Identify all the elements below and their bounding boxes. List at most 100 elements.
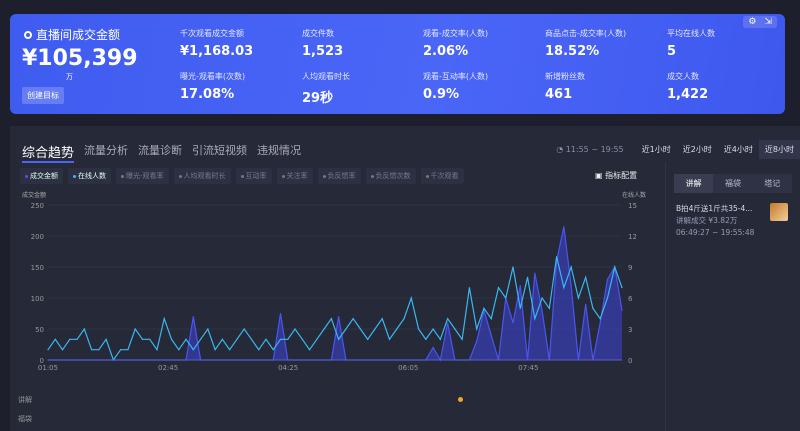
online-point [61,349,64,351]
metric-value: 1,422 [667,87,709,102]
x-tick: 06:05 [398,364,418,372]
metric-chip[interactable]: 成交金额 [20,168,63,184]
metric-chip[interactable]: 负反馈率 [317,168,361,184]
metric-value: 2.06% [423,44,469,59]
metric-label: 千次观看成交金额 [180,29,244,38]
online-point [83,328,85,330]
y-right-tick: 9 [628,264,632,272]
y-left-label: 成交金额 [22,191,46,199]
chip-label: 成交金额 [30,172,58,180]
online-point [308,349,311,351]
sales-point [541,309,543,311]
create-goal-button[interactable]: 创建目标 [22,87,64,104]
online-point [417,328,420,330]
online-point [505,297,507,299]
y-left-tick: 150 [31,264,44,272]
item-sales: 讲解成交 ¥3.82万 [676,216,738,225]
chip-label: 千次观看 [430,172,459,180]
range-button[interactable]: 近4小时 [723,145,753,154]
online-point [294,328,296,330]
online-point [352,318,354,320]
chip-dot [322,174,326,178]
gear-icon[interactable]: ⚙ [748,17,757,27]
title-text: 直播间成交金额 [36,28,121,42]
metric-chip[interactable]: 人均观看时长 [173,168,231,184]
tab-0[interactable]: 综合趋势 [22,142,75,163]
online-point [606,297,609,299]
chip-dot [281,174,285,178]
online-point [265,338,267,340]
online-point [476,328,478,330]
metric-config-label: 指标配置 [605,171,638,180]
online-point [432,328,434,330]
tab-4[interactable]: 违规情况 [257,144,302,157]
online-point [229,349,231,351]
metric-value: 5 [667,44,677,59]
sales-point [585,303,587,305]
online-point [374,328,376,330]
metric-card: 观看-成交率(人数) 2.06% [423,28,488,59]
metric-value: 18.52% [545,44,600,59]
metric-chip[interactable]: 关注率 [276,168,313,184]
online-point [287,338,289,340]
event-marker[interactable] [458,397,463,402]
tab-1[interactable]: 流量分析 [84,144,129,157]
online-point [468,287,471,289]
online-point [425,338,427,340]
x-tick: 01:05 [38,364,58,372]
metric-chip[interactable]: 互动率 [235,168,272,184]
online-point [149,338,151,340]
online-point [323,328,325,330]
online-point [585,276,587,278]
online-point [621,287,623,289]
online-point [592,307,594,309]
side-tab[interactable]: 讲解 [674,174,714,193]
side-tab[interactable]: 塔记 [764,179,781,188]
online-point [381,318,383,320]
explain-item[interactable]: B拍4斤送1斤共35-4... 讲解成交 ¥3.82万 06:49:27 ~ 1… [676,203,800,239]
metric-label: 成交人数 [667,72,699,81]
y-left-tick: 0 [40,357,44,365]
chip-dot [121,174,124,178]
online-point [243,328,245,330]
metric-card: 平均在线人数 5 [667,28,715,59]
row-label-lucky-bag: 福袋 [18,415,32,423]
sales-point [432,347,434,349]
metric-label: 商品点击-成交率(人数) [545,29,627,38]
chip-label: 互动率 [245,172,267,180]
collapse-icon[interactable]: ⇲ [764,17,772,27]
online-point [483,307,485,309]
chip-dot [73,174,76,178]
metric-value: 0.9% [423,87,460,102]
metric-chip[interactable]: 负反馈次数 [365,168,416,184]
online-point [54,338,56,340]
online-point [388,338,391,340]
tab-3[interactable]: 引流短视频 [192,144,248,157]
metric-chip[interactable]: 在线人数 [68,168,111,184]
metric-config-button[interactable]: ▣ 指标配置 [595,171,638,180]
sales-point [599,322,601,324]
online-point [367,338,369,340]
online-point [526,276,529,278]
metric-chip[interactable]: 曝光-观看率 [116,168,169,184]
side-tab[interactable]: 福袋 [724,179,741,188]
online-point [461,338,463,340]
metric-value: 29秒 [302,91,334,106]
metric-card: 成交人数 1,422 [667,71,708,102]
metric-value: 461 [545,87,573,102]
metric-chip[interactable]: 千次观看 [420,168,464,184]
online-point [301,338,303,340]
chip-label: 负反馈率 [327,172,356,180]
chip-dot [240,174,244,178]
online-point [207,328,209,330]
online-point [403,318,405,320]
metric-card: 千次观看成交金额 ¥1,168.03 [180,28,253,59]
online-point [396,328,398,330]
range-button[interactable]: 近8小时 [758,140,800,159]
online-point [47,349,49,351]
range-button[interactable]: 近2小时 [682,145,712,154]
online-point [279,338,282,340]
x-tick: 02:45 [158,364,178,372]
range-button[interactable]: 近1小时 [641,145,671,154]
tab-2[interactable]: 流量诊断 [138,144,183,157]
